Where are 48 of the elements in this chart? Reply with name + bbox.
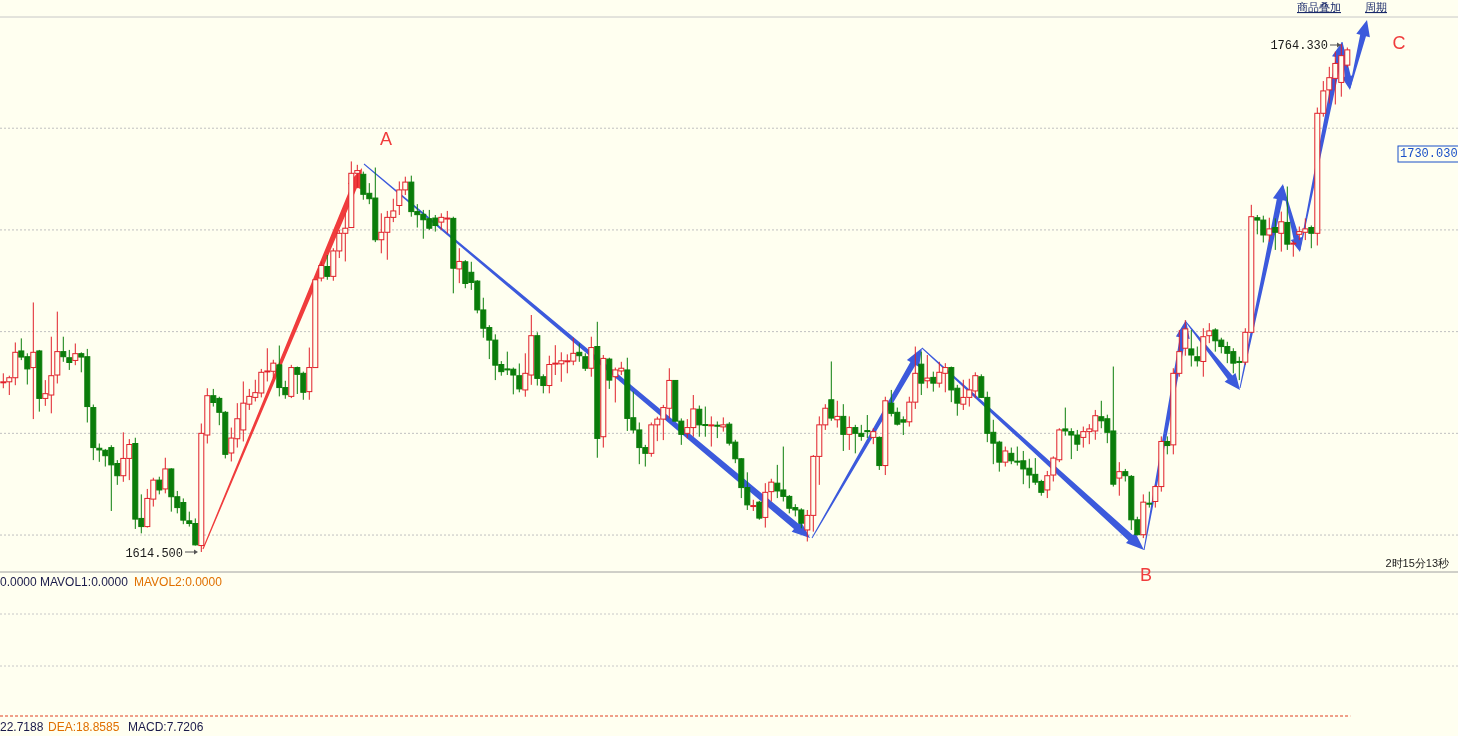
candlestick bbox=[756, 500, 763, 521]
text: 0.0000 bbox=[0, 575, 38, 589]
candlestick bbox=[828, 360, 835, 422]
candlestick bbox=[846, 415, 853, 451]
candlestick bbox=[864, 414, 871, 439]
text: DEA:18.8585 bbox=[48, 720, 120, 734]
candlestick bbox=[588, 336, 595, 378]
candlestick bbox=[162, 457, 169, 494]
annotation: 1764.330 bbox=[1270, 39, 1328, 53]
text: MAVOL2:0.0000 bbox=[134, 575, 223, 589]
candlestick bbox=[318, 260, 325, 282]
candlestick bbox=[72, 342, 79, 366]
text: 周期 bbox=[1365, 1, 1387, 13]
candlestick bbox=[1308, 225, 1315, 249]
candlestick bbox=[456, 247, 463, 284]
candlestick bbox=[1266, 217, 1273, 243]
candlestick bbox=[324, 254, 331, 281]
annotation: 1614.500 bbox=[125, 547, 183, 561]
annotation: A bbox=[379, 129, 393, 149]
candlestick bbox=[66, 349, 73, 371]
candlestick bbox=[1116, 461, 1123, 497]
text: 2时15分13秒 bbox=[1385, 557, 1449, 569]
candlestick bbox=[576, 342, 583, 363]
text: MAVOL1:0.0000 bbox=[40, 575, 129, 589]
text: 商品叠加 bbox=[1297, 1, 1341, 13]
annotation: B bbox=[1139, 565, 1153, 585]
candlestick bbox=[1272, 217, 1279, 251]
text: C bbox=[1392, 33, 1406, 53]
text: MACD:7.7206 bbox=[128, 720, 204, 734]
candlestick bbox=[1278, 211, 1285, 253]
candlestick bbox=[1284, 186, 1291, 251]
candlestick bbox=[768, 478, 775, 502]
candlestick bbox=[708, 415, 715, 448]
candlestick bbox=[1002, 446, 1009, 468]
candlestick bbox=[606, 357, 613, 390]
candlestick bbox=[30, 301, 37, 420]
text: 1730.030 bbox=[1400, 147, 1458, 161]
candlestick bbox=[1206, 322, 1213, 344]
candlestick bbox=[924, 354, 931, 389]
candlestick bbox=[1182, 319, 1189, 357]
text: 22.7188 bbox=[0, 720, 44, 734]
candlestick bbox=[1194, 346, 1201, 368]
candlestick bbox=[1188, 329, 1195, 368]
candlestick bbox=[60, 336, 67, 363]
candlestick bbox=[930, 371, 937, 393]
candlestick bbox=[834, 400, 841, 429]
candlestick bbox=[840, 403, 847, 452]
candlestick bbox=[918, 351, 925, 396]
